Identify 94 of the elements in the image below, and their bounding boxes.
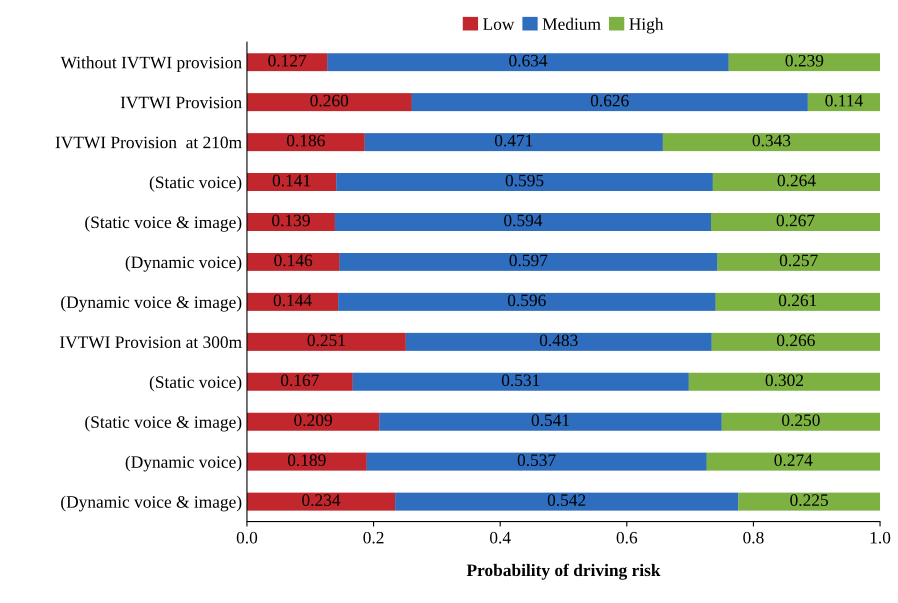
data-label: 0.531 [502,374,540,386]
data-label: 0.139 [272,214,310,226]
x-tick-label: 0.0 [236,532,258,544]
bar [246,332,406,351]
data-label: 0.541 [532,414,570,426]
bar [406,332,712,351]
legend-label: High [629,18,664,34]
data-label: 0.542 [548,494,586,506]
bar [246,173,336,192]
data-label: 0.127 [268,54,306,67]
x-axis-title: Probability of driving risk [466,564,660,580]
bar [246,492,396,511]
data-label: 0.260 [310,94,348,107]
bar [722,412,880,431]
bar [366,452,707,471]
legend-label: Low [483,18,514,30]
data-label: 0.595 [506,174,544,186]
data-label: 0.239 [786,54,824,67]
bar [338,292,716,311]
bar [711,212,880,231]
data-label: 0.343 [752,134,790,147]
bar [728,53,880,72]
y-tick-label: IVTWI Provision at 210m [56,136,242,148]
y-tick-label: IVTWI Provision at 300m [60,336,242,348]
bar [738,492,880,511]
y-tick-label: (Dynamic voice) [126,456,242,472]
bar [715,292,880,311]
bar [352,372,689,391]
data-label: 0.250 [782,414,820,426]
data-label: 0.266 [776,334,815,346]
data-label: 0.251 [308,334,345,346]
bar [688,372,880,391]
data-label: 0.167 [280,374,319,386]
bar [246,53,328,72]
data-label: 0.261 [778,294,816,306]
legend-label: Medium [542,18,601,30]
bar [412,93,808,112]
data-label: 0.189 [288,454,326,466]
y-tick-label: (Static voice & image) [85,416,242,432]
y-tick-label: Without IVTWI provision [60,56,242,72]
bar [246,372,353,391]
data-label: 0.537 [518,454,556,466]
x-tick-label: 0.2 [363,532,384,544]
y-tick-label: (Static voice) [150,176,242,192]
y-tick-label: (Dynamic voice & image) [61,296,242,312]
bar [246,252,340,271]
data-label: 0.483 [540,334,578,346]
data-label: 0.264 [778,174,816,186]
data-label: 0.471 [494,134,532,147]
bar [246,133,365,152]
data-label: 0.144 [274,294,312,306]
x-tick-label: 0.6 [616,532,638,544]
bar [395,492,738,511]
data-label: 0.302 [766,374,804,386]
bar [379,412,722,431]
x-tick-label: 0.8 [743,532,764,544]
data-label: 0.234 [302,494,340,506]
data-label: 0.209 [294,414,332,426]
bar [662,133,880,152]
bar [712,332,880,351]
bar [334,212,712,231]
data-label: 0.186 [286,134,325,147]
y-tick-label: (Dynamic voice & image) [61,496,242,512]
data-label: 0.634 [509,54,548,67]
bar [712,173,880,192]
y-tick-label: (Static voice) [150,376,242,392]
y-tick-label: (Static voice & image) [85,216,242,232]
data-label: 0.225 [790,494,828,506]
y-tick-label: IVTWI Provision [120,96,242,108]
data-label: 0.114 [825,94,863,107]
x-tick-label: 1.0 [870,532,890,544]
bar [336,173,713,192]
y-tick-label: (Dynamic voice) [126,256,242,272]
bar [706,452,880,471]
data-label: 0.141 [272,174,310,186]
bar [339,252,718,271]
bar [364,133,663,152]
bar [246,292,338,311]
data-label: 0.597 [509,254,548,266]
bar [808,93,880,112]
bar [246,93,412,112]
data-label: 0.257 [780,254,818,266]
data-label: 0.594 [504,214,542,226]
bar [717,252,880,271]
data-label: 0.267 [776,214,815,226]
data-label: 0.626 [590,94,629,107]
bar [246,452,367,471]
data-label: 0.146 [274,254,312,266]
bar [246,412,380,431]
data-label: 0.596 [508,294,546,306]
data-label: 0.274 [774,454,813,466]
bar [246,212,335,231]
bar [327,53,729,72]
x-tick-label: 0.4 [490,532,511,544]
